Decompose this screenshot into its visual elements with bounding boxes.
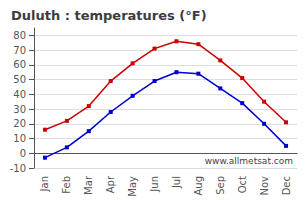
svg-text:Mar: Mar [83,175,94,195]
svg-text:Nov: Nov [259,176,270,196]
svg-text:0: 0 [20,148,26,159]
svg-text:-10: -10 [10,163,26,174]
svg-text:Apr: Apr [105,175,116,193]
svg-text:Oct: Oct [237,176,248,193]
svg-text:40: 40 [13,89,26,100]
svg-text:30: 30 [13,104,26,115]
svg-text:50: 50 [13,74,26,85]
svg-text:Sep: Sep [215,176,226,195]
svg-text:Jun: Jun [149,176,160,193]
svg-text:Duluth : temperatures (°F): Duluth : temperatures (°F) [11,8,207,23]
svg-text:10: 10 [13,133,26,144]
svg-text:80: 80 [13,30,26,41]
svg-text:Feb: Feb [61,176,72,194]
svg-text:Jul: Jul [171,176,182,189]
svg-text:Dec: Dec [281,176,292,195]
svg-text:May: May [127,176,138,197]
svg-text:Jan: Jan [39,176,50,192]
svg-text:www.allmetsat.com: www.allmetsat.com [205,156,293,166]
svg-text:60: 60 [13,59,26,70]
svg-text:20: 20 [13,118,26,129]
svg-text:70: 70 [13,45,26,56]
svg-text:Aug: Aug [193,176,204,196]
